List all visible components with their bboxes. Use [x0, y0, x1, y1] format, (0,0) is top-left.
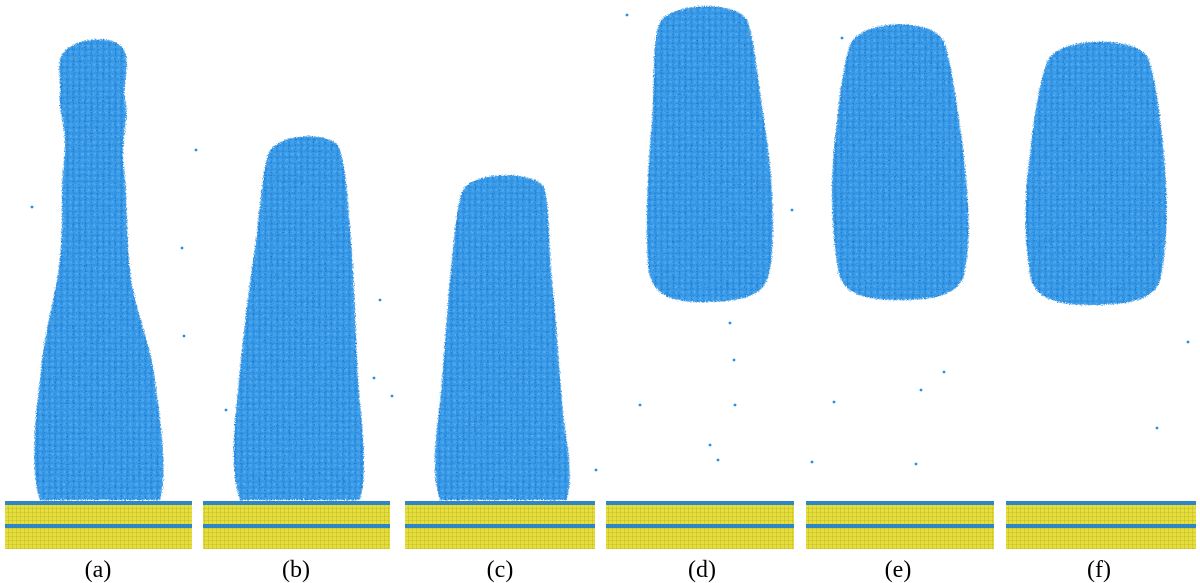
- surface-layer-a: [5, 501, 192, 505]
- droplet-column-c: [434, 175, 570, 500]
- interface-layer-e: [806, 524, 994, 528]
- panel-label-c: (c): [487, 557, 514, 583]
- panel-label-f: (f): [1087, 557, 1111, 583]
- interface-layer-a: [5, 524, 192, 528]
- surface-layer-d: [606, 501, 794, 505]
- stray-molecules: [30, 13, 1190, 472]
- panel-a: (a): [5, 39, 192, 583]
- detached-droplet-e: [831, 24, 969, 300]
- panel-f: (f): [1006, 41, 1196, 583]
- surface-layer-f: [1006, 501, 1196, 505]
- surface-layer-e: [806, 501, 994, 505]
- detached-droplet-f: [1025, 41, 1167, 305]
- panel-b: (b): [203, 136, 390, 583]
- interface-layer-b: [203, 524, 390, 528]
- panel-label-e: (e): [885, 557, 912, 583]
- interface-layer-d: [606, 524, 794, 528]
- droplet-column-a: [34, 39, 164, 500]
- surface-layer-b: [203, 501, 390, 505]
- surface-layer-c: [405, 501, 595, 505]
- panel-label-b: (b): [282, 557, 310, 583]
- panel-e: (e): [806, 24, 994, 583]
- panel-d: (d): [606, 6, 794, 583]
- droplet-column-b: [233, 136, 364, 500]
- panel-label-d: (d): [688, 557, 716, 583]
- interface-layer-f: [1006, 524, 1196, 528]
- detached-droplet-d: [646, 6, 773, 302]
- panel-label-a: (a): [85, 557, 112, 583]
- panel-c: (c): [405, 175, 595, 583]
- interface-layer-c: [405, 524, 595, 528]
